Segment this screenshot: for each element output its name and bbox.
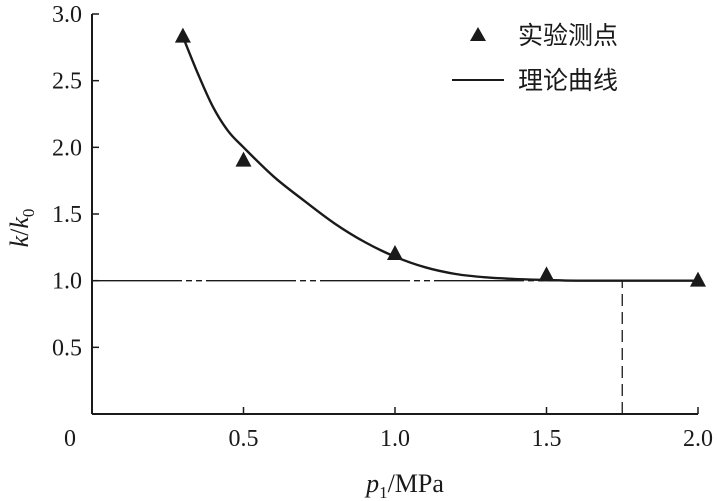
data-point-triangle — [387, 245, 403, 260]
tick-labels: 0.5 1.0 1.5 2.0 2.5 3.0 0 0.5 1.0 1.5 2.0 — [52, 2, 713, 452]
x-tick-label: 0.5 — [229, 426, 259, 452]
y-tick-label: 1.5 — [52, 202, 82, 228]
x-tick-label: 1.5 — [532, 426, 562, 452]
legend-marker-triangle — [470, 27, 486, 41]
legend-label-measured: 实验测点 — [518, 21, 618, 50]
reference-lines — [92, 280, 698, 414]
y-tick-label: 2.5 — [52, 69, 82, 95]
y-tick-label: 3.0 — [52, 2, 82, 28]
x-tick-label: 0 — [64, 426, 76, 452]
x-tick-label: 2.0 — [683, 426, 713, 452]
data-point-triangle — [538, 266, 555, 282]
theory-curve-layer — [181, 36, 698, 282]
theory-curve — [181, 36, 698, 282]
y-tick-label: 1.0 — [52, 269, 82, 295]
y-tick-label: 0.5 — [52, 335, 82, 361]
data-point-triangle — [690, 271, 706, 287]
data-point-triangle — [235, 151, 252, 167]
y-tick-label: 2.0 — [52, 135, 82, 161]
axes — [91, 13, 699, 415]
data-markers — [174, 27, 706, 287]
legend: 实验测点 理论曲线 — [452, 21, 618, 95]
x-axis-title: p1/MPa — [364, 469, 444, 501]
data-point-triangle — [174, 27, 191, 43]
x-tick-label: 1.0 — [380, 426, 410, 452]
legend-label-theory: 理论曲线 — [518, 66, 618, 95]
y-axis-title: k/k0 — [5, 209, 38, 248]
